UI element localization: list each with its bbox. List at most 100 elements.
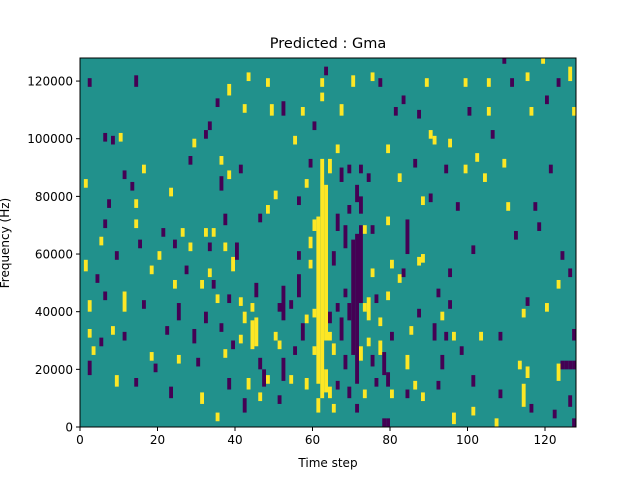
heatmap-cell [390,389,394,399]
heatmap-cell [413,380,418,390]
heatmap-cell [421,254,425,263]
heatmap-cell [463,164,468,174]
heatmap-cell [370,268,375,278]
heatmap-cell [502,158,507,168]
heatmap-cell [324,66,329,76]
x-tick-label: 60 [305,433,320,447]
heatmap-cell [297,274,301,298]
heatmap-cell [568,268,573,278]
heatmap-cell [277,395,282,404]
heatmap-cell [122,291,127,312]
heatmap-cells [83,58,577,427]
heatmap-cell [401,268,406,278]
heatmap-cell [378,78,383,87]
heatmap-cell [223,213,228,226]
heatmap-cell [207,268,212,278]
heatmap-cell [351,75,356,87]
heatmap-cell [440,311,445,321]
heatmap-cell [424,78,429,87]
heatmap-cell [568,360,573,370]
heatmap-cell [355,403,360,413]
y-axis: 0 20000 40000 60000 80000 100000 120000 [27,75,80,435]
heatmap-cell [339,104,344,116]
heatmap-cell [339,317,344,341]
heatmap-cell [238,297,243,306]
heatmap-cell [343,288,348,298]
plot-area [79,57,577,428]
heatmap-cell [142,164,146,174]
heatmap-cell [545,303,549,312]
heatmap-cell [165,326,170,335]
heatmap-cell [374,377,379,387]
heatmap-cell [374,294,379,304]
heatmap-cell [87,328,92,338]
heatmap-cell [293,135,298,145]
heatmap-cell [343,225,348,249]
heatmap-cell [328,331,332,341]
heatmap-cell [347,386,352,399]
heatmap-cell [556,78,561,87]
heatmap-cell [297,251,301,260]
heatmap-cell [227,377,232,390]
heatmap-cell [370,225,375,234]
heatmap-cell [521,308,526,318]
heatmap-cell [157,251,162,260]
heatmap-cell [552,409,557,419]
heatmap-cell [510,78,515,87]
heatmap-cell [359,225,363,304]
heatmap-cell [486,78,491,87]
heatmap-cell [204,130,208,139]
heatmap-cell [297,196,301,206]
x-tick-label: 40 [227,433,242,447]
heatmap-cell [378,317,383,327]
heatmap-cell [289,375,294,384]
heatmap-cell [277,340,282,350]
heatmap-cell [533,202,538,211]
heatmap-cell [568,66,573,82]
heatmap-cell [397,173,402,182]
heatmap-cell [405,219,410,255]
heatmap-cell [440,354,445,370]
heatmap-cell [328,386,332,399]
heatmap-cell [335,380,340,390]
heatmap-cell [83,179,88,188]
heatmap-cell [134,377,139,387]
heatmap-cell [281,101,286,116]
heatmap-cell [572,360,577,370]
heatmap-cell [545,95,549,105]
heatmap-cell [87,360,92,376]
heatmap-cell [397,274,402,283]
heatmap-cell [498,331,503,341]
heatmap-cell [370,354,375,367]
heatmap-cell [324,184,329,341]
heatmap-cell [142,300,146,309]
heatmap-cell [312,346,317,355]
heatmap-cell [281,285,286,321]
heatmap-cell [556,363,561,381]
y-axis-label: Frequency (Hz) [0,198,12,289]
heatmap-cell [355,233,360,384]
heatmap-cell [448,300,453,309]
heatmap-cell [463,78,468,87]
chart-title: Predicted : Gma [270,36,386,52]
heatmap-cell [215,294,220,304]
heatmap-cell [541,58,546,64]
heatmap-cell [331,343,336,355]
heatmap-cell [486,107,491,116]
heatmap-cell [537,222,542,231]
heatmap-cell [238,334,243,344]
heatmap-cell [134,219,139,229]
heatmap-cell [421,392,425,402]
heatmap-cell [452,331,456,341]
heatmap-cell [242,311,247,324]
x-tick-label: 120 [534,433,557,447]
heatmap-cell [413,158,418,168]
heatmap-cell [219,323,224,332]
heatmap-cell [475,153,480,162]
heatmap-cell [525,297,530,306]
heatmap-cell [386,144,391,154]
heatmap-cell [502,58,507,64]
heatmap-cell [572,107,577,116]
heatmap-cell [304,179,309,188]
heatmap-cell [134,75,139,87]
